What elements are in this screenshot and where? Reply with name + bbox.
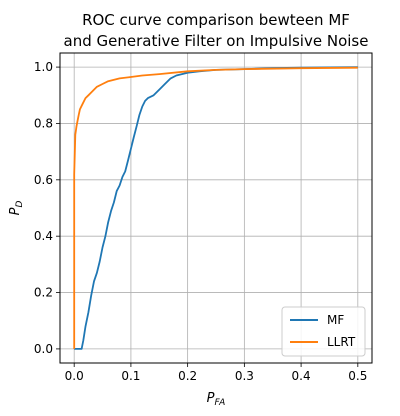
x-tick-label: 0.5 [348,369,367,383]
y-tick-label: 0.8 [34,116,53,130]
grid [60,53,372,363]
x-axis-label: PFA [207,391,226,408]
x-tick-label: 0.0 [65,369,84,383]
x-tick-label: 0.4 [292,369,311,383]
y-tick-label: 1.0 [34,60,53,74]
y-tick-label: 0.2 [34,286,53,300]
y-axis-label: PD [8,201,25,216]
y-tick-label: 0.4 [34,229,53,243]
plot-frame [59,52,373,364]
y-axis-label-main: P [8,207,23,215]
legend: MF LLRT [281,306,366,357]
y-axis-label-sub: D [15,201,25,208]
series-line-llrt [73,66,358,349]
x-axis-label-sub: FA [215,398,226,408]
axis-ticks: 0.0 0.1 0.2 0.3 0.4 0.5 0.0 0.2 0.4 0.6 0.8 1.0 [34,60,367,383]
legend-label-llrt: LLRT [327,335,356,349]
x-axis-label-main: P [207,391,215,406]
x-tick-label: 0.2 [178,369,197,383]
chart-title-line2: and Generative Filter on Impulsive Noise [64,32,369,50]
y-tick-label: 0.0 [34,342,53,356]
y-tick-label: 0.6 [34,173,53,187]
x-tick-label: 0.3 [235,369,254,383]
legend-label-mf: MF [327,313,344,327]
series-lines [73,66,358,350]
x-tick-label: 0.1 [121,369,140,383]
chart-title-line1: ROC curve comparison bewteen MF [82,11,350,29]
